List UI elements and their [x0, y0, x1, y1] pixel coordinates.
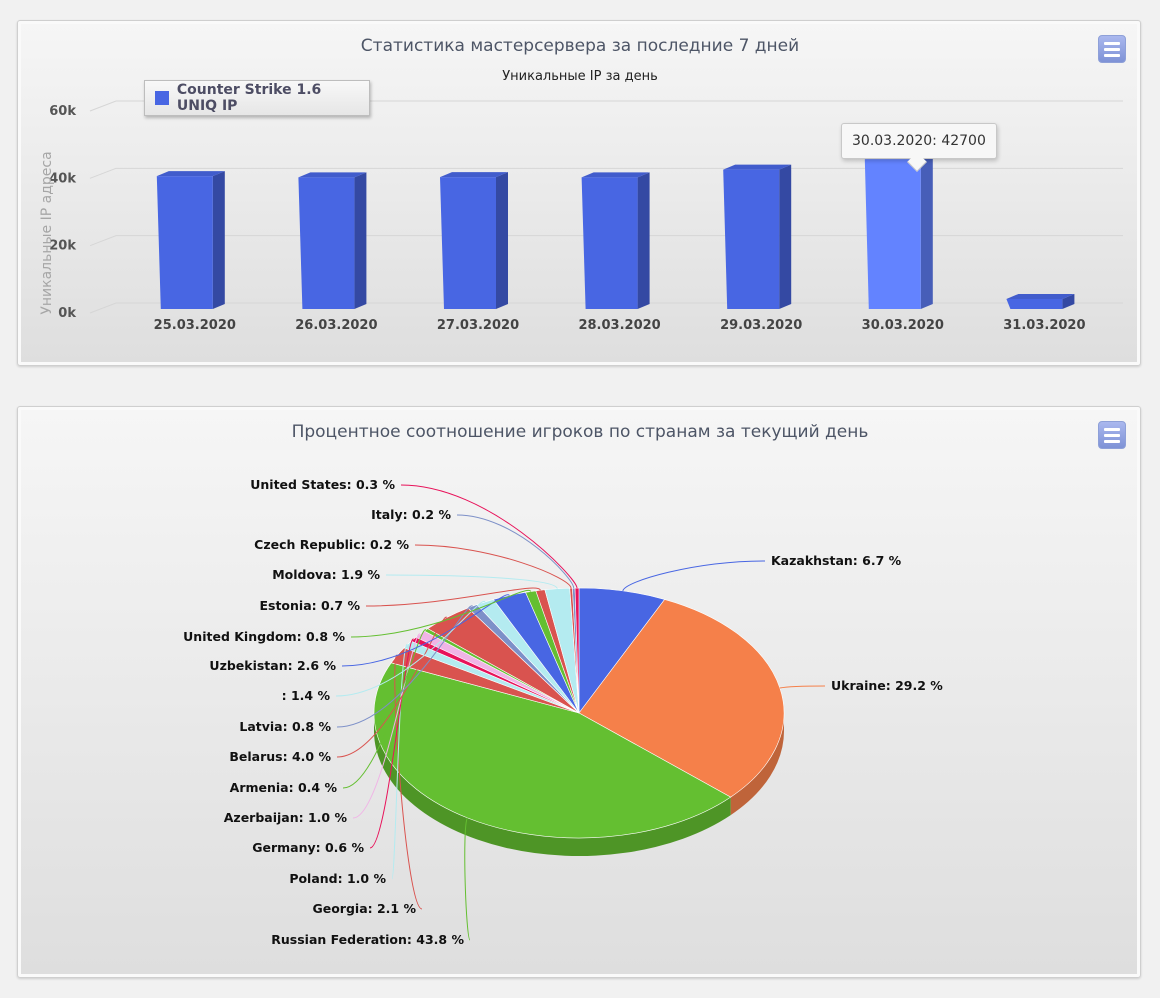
pie-data-label: Azerbaijan: 1.0 % [224, 810, 348, 825]
bar-side-face [354, 172, 367, 309]
x-tick-label: 29.03.2020 [720, 318, 802, 333]
pie-data-label: Georgia: 2.1 % [312, 901, 416, 916]
pie-data-label: United States: 0.3 % [250, 477, 395, 492]
pie-data-label: : 1.4 % [282, 688, 331, 703]
pie-chart-menu-button[interactable] [1098, 421, 1126, 449]
pie-connector [394, 654, 423, 910]
x-tick-label: 28.03.2020 [578, 318, 660, 333]
bar-chart-title: Статистика мастерсервера за последние 7 … [361, 36, 799, 56]
pie-connector [336, 605, 473, 728]
pie-data-label: Italy: 0.2 % [371, 507, 451, 522]
bar-top-face [156, 171, 225, 177]
pie-chart-title: Процентное соотношение игроков по страна… [292, 422, 869, 442]
pie-data-label: Estonia: 0.7 % [259, 598, 360, 613]
x-tick-label: 31.03.2020 [1003, 318, 1085, 333]
pie-slice-side [730, 713, 784, 816]
pie-connector [352, 633, 421, 819]
bar-top-face [1006, 293, 1075, 299]
bar-chart-menu-button[interactable] [1098, 35, 1126, 63]
pie-data-label: Russian Federation: 43.8 % [271, 932, 464, 947]
bar-chart-panel: Статистика мастерсервера за последние 7 … [17, 20, 1141, 366]
bar-tooltip: 30.03.2020: 42700 [841, 123, 997, 159]
y-tick-label: 20k [49, 239, 76, 254]
bar-top-face [298, 172, 367, 178]
bar-front-face [298, 177, 355, 309]
bar-28.03.2020[interactable] [581, 172, 650, 309]
legend-label: Counter Strike 1.6 UNIQ IP [176, 82, 322, 114]
pie-data-label: Germany: 0.6 % [252, 840, 364, 855]
pie-connector [335, 601, 486, 697]
pie-data-label: Latvia: 0.8 % [239, 719, 331, 734]
pie-connector [400, 484, 578, 589]
pie-connector [350, 589, 532, 638]
bar-front-face [440, 177, 496, 309]
y-axis-label: Уникальные IP адреса [39, 151, 55, 314]
x-tick-label: 25.03.2020 [154, 318, 236, 333]
bar-side-face [637, 172, 650, 309]
pie-chart-panel: Процентное соотношение игроков по страна… [17, 406, 1141, 978]
pie-data-label: United Kingdom: 0.8 % [183, 629, 345, 644]
pie-slice-side [374, 713, 731, 856]
bar-chart-subtitle: Уникальные IP за день [502, 69, 658, 84]
pie-data-label: Moldova: 1.9 % [272, 567, 380, 582]
pie-chart: Процентное соотношение игроков по страна… [183, 422, 943, 947]
bar-top-face [723, 164, 792, 170]
grid-line [89, 100, 1123, 112]
bar-29.03.2020[interactable] [723, 164, 792, 309]
bar-top-face [440, 172, 508, 178]
bar-side-face [1062, 293, 1075, 309]
pie-connector [385, 574, 558, 589]
bar-chart: Статистика мастерсервера за последние 7 … [39, 36, 1123, 333]
bar-side-face [496, 172, 508, 309]
x-tick-label: 27.03.2020 [437, 318, 519, 333]
y-tick-label: 60k [49, 104, 76, 119]
legend-swatch [155, 91, 169, 105]
bar-front-face [723, 169, 780, 309]
pie-data-label: Czech Republic: 0.2 % [254, 537, 409, 552]
pie-connector [365, 587, 541, 607]
pie-data-label: Uzbekistan: 2.6 % [209, 658, 336, 673]
pie-connector [456, 514, 575, 589]
bar-25.03.2020[interactable] [156, 171, 225, 309]
bar-27.03.2020[interactable] [440, 172, 508, 309]
pie-connector [779, 685, 826, 689]
pie-connector [464, 817, 471, 941]
bar-front-face [156, 176, 213, 309]
pie-slice[interactable] [373, 662, 732, 839]
pie-data-label: Belarus: 4.0 % [229, 749, 331, 764]
y-tick-label: 40k [49, 171, 76, 186]
bar-side-face [920, 154, 933, 309]
x-tick-label: 30.03.2020 [862, 318, 944, 333]
pie-connector [622, 560, 766, 592]
x-tick-label: 26.03.2020 [295, 318, 377, 333]
pie-data-label: Kazakhstan: 6.7 % [771, 553, 902, 568]
bar-top-face [581, 172, 650, 178]
bar-30.03.2020[interactable] [864, 154, 933, 309]
bar-front-face [864, 159, 921, 309]
bar-front-face [581, 177, 638, 309]
pie-connector [341, 594, 510, 667]
legend-item-counter-strike[interactable]: Counter Strike 1.6 UNIQ IP [144, 80, 370, 116]
bar-side-face [212, 171, 225, 309]
pie-data-label: Ukraine: 29.2 % [831, 678, 943, 693]
y-tick-label: 0k [58, 306, 76, 321]
bar-side-face [779, 164, 792, 309]
bar-front-face [1006, 298, 1063, 309]
tooltip-text: 30.03.2020: 42700 [852, 133, 986, 149]
pie-data-label: Poland: 1.0 % [289, 871, 386, 886]
pie-data-label: Armenia: 0.4 % [230, 780, 338, 795]
bar-26.03.2020[interactable] [298, 172, 367, 309]
pie-slice[interactable] [578, 599, 785, 798]
pie-connector [414, 544, 572, 589]
pie-connector [369, 638, 415, 849]
bar-31.03.2020[interactable] [1006, 293, 1075, 309]
